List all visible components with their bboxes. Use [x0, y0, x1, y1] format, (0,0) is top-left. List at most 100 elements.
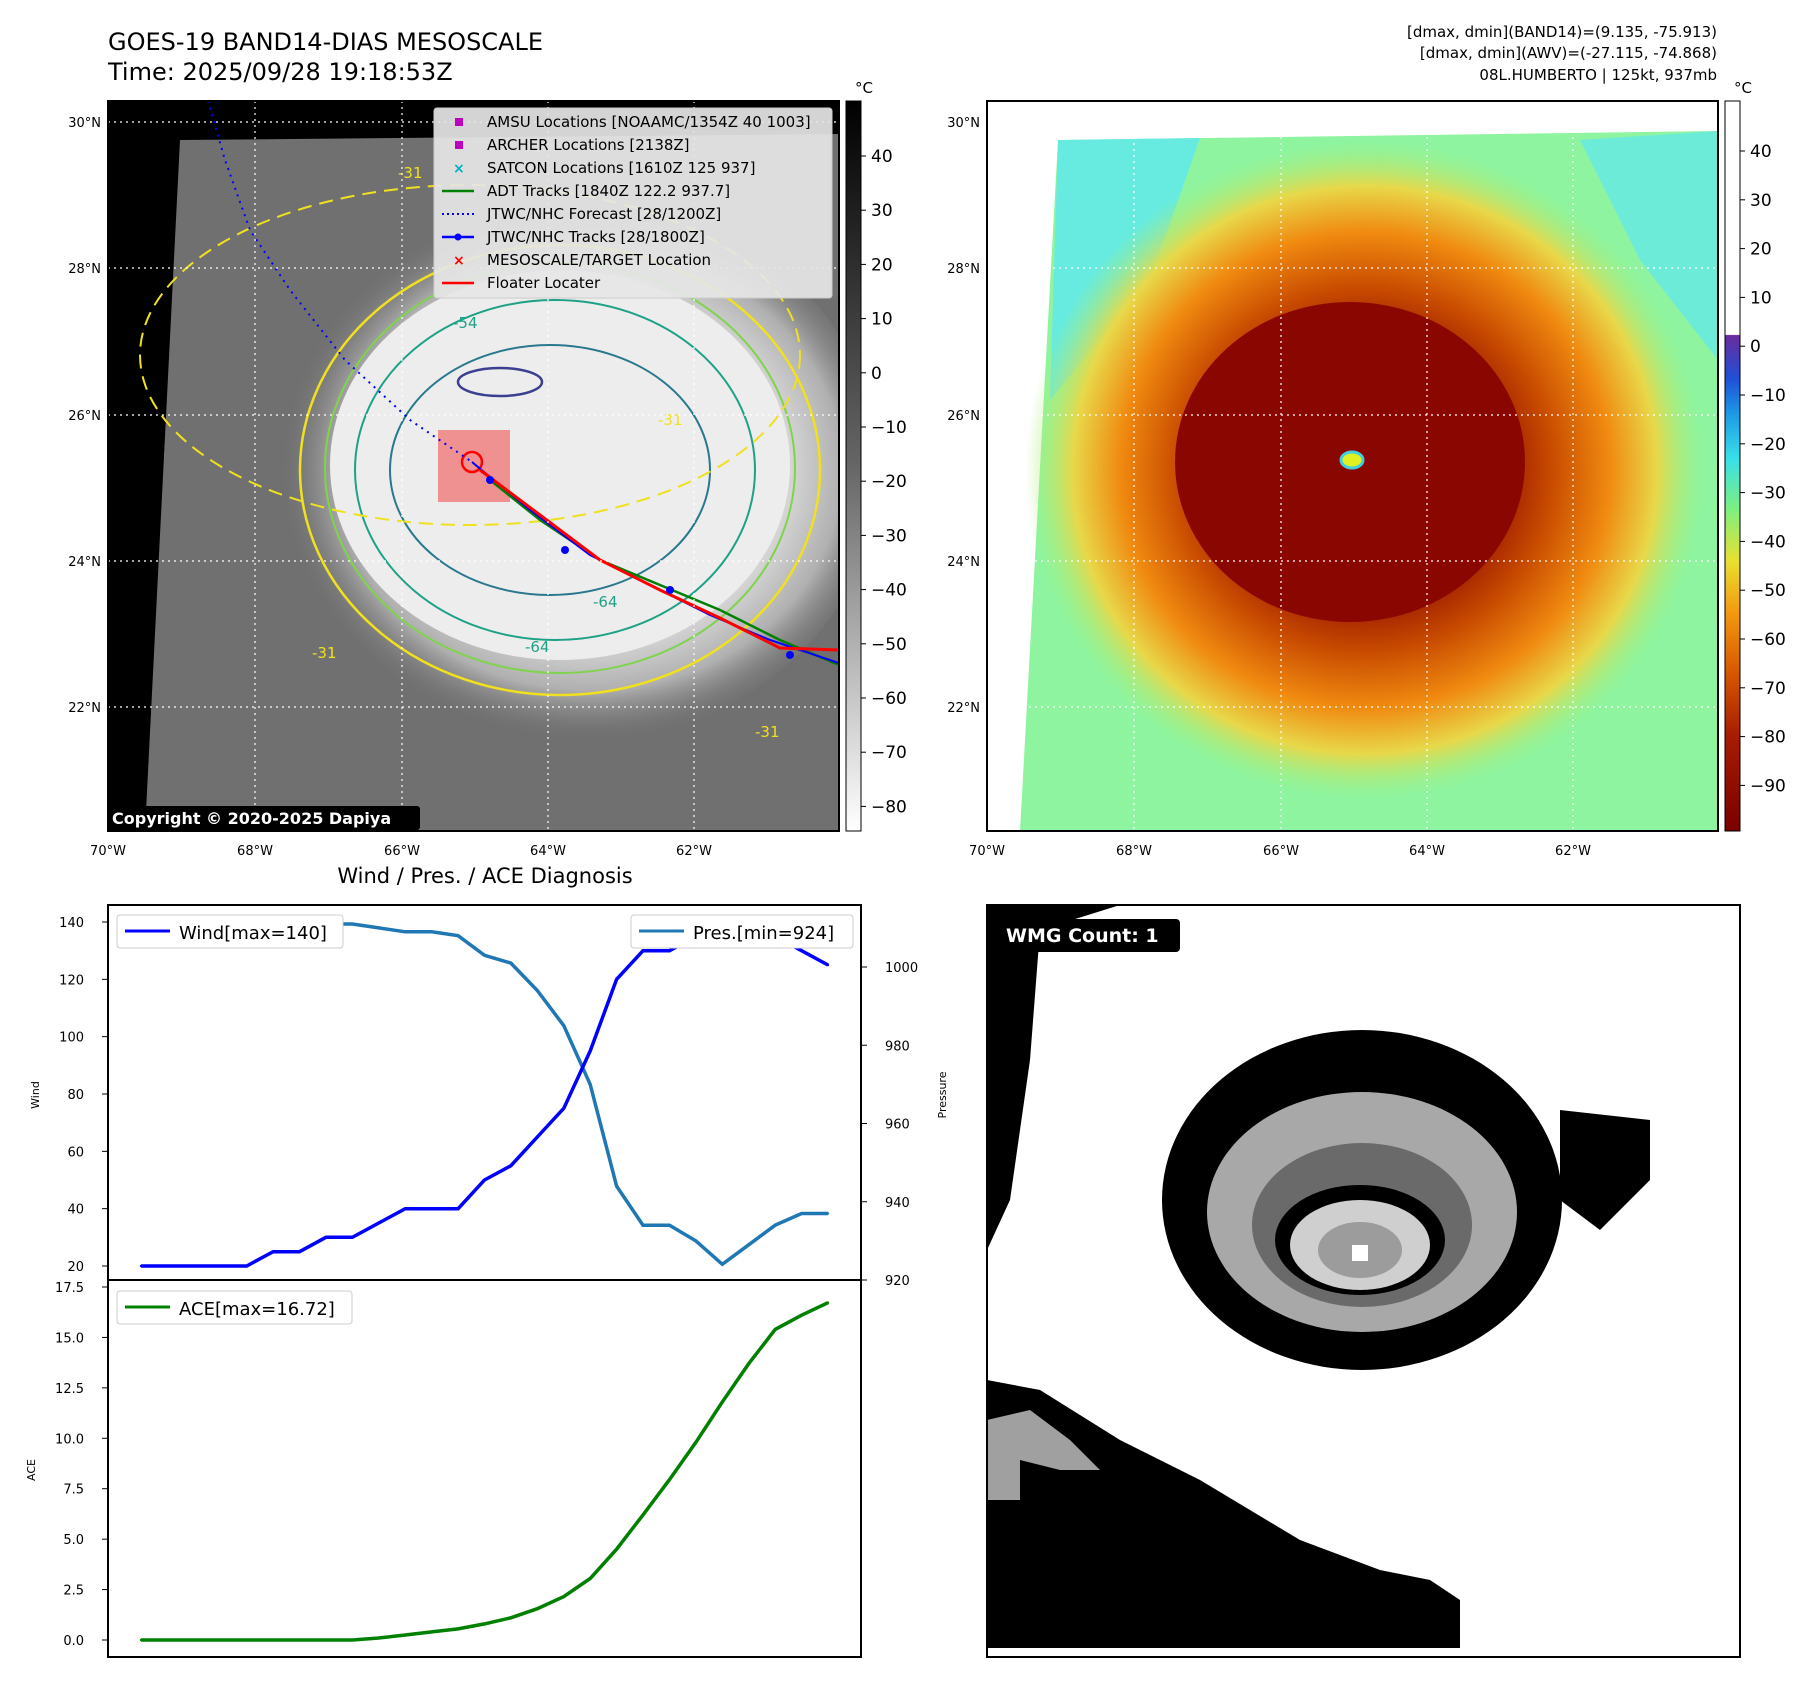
nhc-track-point — [666, 586, 674, 594]
wmg-band-south-gray — [987, 1410, 1100, 1500]
colorbar-tick-label: 0 — [1750, 337, 1761, 357]
ace-tick-label: 17.5 — [55, 1281, 84, 1296]
colorbar-tick-label: −10 — [871, 418, 907, 438]
longitude-label: 68°W — [1116, 844, 1152, 859]
wind-line-point — [377, 1221, 381, 1225]
pressure-tick-label: 920 — [885, 1274, 910, 1289]
ir-panel: -54 -31 -31 -64 -64 -31 -31 AMSU Locatio… — [107, 100, 840, 832]
wind-line-point — [641, 949, 645, 952]
colorbar-tick-label: −30 — [1750, 484, 1786, 504]
legend-label: ARCHER Locations [2138Z] — [487, 136, 690, 154]
colorbar-tick-label: −10 — [1750, 386, 1786, 406]
diag-panel: 140 120 100 80 60 40 20 1000 980 960 940 920 17.5 15.… — [25, 904, 949, 1658]
wind-line-point — [456, 1207, 460, 1210]
legend-entry: × MESOSCALE/TARGET Location — [453, 251, 711, 269]
ace-line-point — [219, 1638, 222, 1642]
pressure-tick-label: 940 — [885, 1196, 910, 1211]
ace-line-point — [404, 1633, 407, 1637]
wind-line-point — [298, 1250, 301, 1253]
copyright-badge — [107, 806, 420, 830]
nhc-track-point — [786, 651, 794, 659]
ace-tick-label: 5.0 — [63, 1533, 84, 1548]
pressure-line-point — [721, 1263, 724, 1266]
figure-time: Time: 2025/09/28 19:18:53Z — [107, 58, 453, 86]
map-axis-labels: 30°N 28°N 26°N 24°N 22°N 70°W 68°W 66°W 64°W 62°W… — [68, 116, 1591, 859]
contour-label: -31 — [398, 164, 423, 182]
wind-tick-label: 40 — [67, 1203, 84, 1218]
longitude-label: 62°W — [1555, 844, 1591, 859]
colorbar-tick-label: −50 — [1750, 581, 1786, 601]
legend-label: ADT Tracks [1840Z 122.2 937.7] — [487, 182, 730, 200]
pressure-tick-label: 960 — [885, 1118, 910, 1133]
ir-colorbar: °C 40 30 20 10 0 −10 −20 −30 −40 −50 −60 −70 −80 — [845, 79, 907, 832]
legend-entry: JTWC/NHC Tracks [28/1800Z] — [442, 228, 705, 246]
wind-legend: Wind[max=140] — [116, 914, 344, 949]
ace-line-point — [324, 1638, 328, 1642]
nhc-track-point — [486, 476, 494, 484]
latitude-label: 30°N — [947, 116, 980, 131]
pressure-line-point — [562, 1024, 565, 1027]
wmg-ring-ext — [1560, 1110, 1650, 1230]
ace-line-point — [298, 1638, 301, 1642]
contour-label: -64 — [525, 638, 550, 656]
wind-legend-label: Wind[max=140] — [179, 923, 327, 944]
awv-colorbar: °C 40 30 20 10 0 −10 −20 −30 −40 −50 −60 −70 −80 −90 — [1724, 79, 1786, 832]
ace-line-point — [773, 1328, 777, 1331]
wmg-badge — [997, 919, 1180, 952]
awv-range: [dmax, dmin](AWV)=(-27.115, -74.868) — [1420, 44, 1717, 62]
longitude-label: 70°W — [969, 844, 1005, 859]
ace-line-point — [351, 1638, 354, 1642]
ace-line-point — [192, 1638, 196, 1642]
legend-marker-dot-icon — [454, 233, 462, 241]
ace-line-point — [245, 1638, 248, 1642]
forecast-track — [207, 101, 473, 463]
colorbar-tick-label: −90 — [1750, 776, 1786, 796]
ace-line-point — [668, 1478, 671, 1481]
latitude-label: 22°N — [68, 701, 101, 716]
legend-entry: × SATCON Locations [1610Z 125 937] — [453, 159, 755, 177]
colorbar-tick-label: −60 — [1750, 630, 1786, 650]
wmg-frame — [986, 904, 1741, 1658]
copyright-text: Copyright © 2020-2025 Dapiya — [112, 809, 391, 828]
ace-line-point — [615, 1548, 618, 1551]
target-box — [438, 430, 510, 502]
pressure-legend: Pres.[min=924] — [630, 914, 854, 949]
pressure-ylabel: Pressure — [936, 1071, 949, 1118]
wmg-band-west — [987, 905, 1120, 1250]
contour-minus64 — [354, 299, 756, 641]
latitude-label: 24°N — [947, 555, 980, 570]
wind-line-point — [562, 1107, 565, 1110]
awv-frame — [986, 100, 1719, 832]
legend-marker-square-icon — [455, 141, 463, 149]
ace-line-point — [456, 1627, 460, 1631]
ace-line-point — [694, 1441, 698, 1444]
awv-colorbar-unit: °C — [1734, 79, 1752, 97]
wind-tick-label: 140 — [59, 916, 84, 931]
ace-legend: ACE[max=16.72] — [116, 1290, 353, 1325]
colorbar-tick-label: −70 — [871, 743, 907, 763]
wind-line-point — [588, 1049, 592, 1053]
contour-label: -31 — [755, 723, 780, 741]
ace-line-point — [588, 1577, 592, 1580]
ir-frame — [107, 100, 840, 832]
wind-line-point — [800, 949, 803, 952]
pressure-line-point — [641, 1224, 645, 1227]
band14-range: [dmax, dmin](BAND14)=(9.135, -75.913) — [1407, 23, 1717, 41]
colorbar-tick-label: 0 — [871, 364, 882, 384]
legend-entry: ADT Tracks [1840Z 122.2 937.7] — [442, 182, 730, 200]
ace-line-point — [721, 1400, 724, 1404]
ace-tick-label: 2.5 — [63, 1584, 84, 1599]
legend-label: MESOSCALE/TARGET Location — [487, 251, 711, 269]
wind-line-point — [219, 1264, 222, 1268]
ace-legend-label: ACE[max=16.72] — [179, 1299, 335, 1320]
pressure-line-point — [377, 926, 381, 930]
ace-ylabel: ACE — [25, 1459, 38, 1481]
colorbar-tick-label: −30 — [871, 526, 907, 546]
ace-tick-label: 10.0 — [55, 1432, 84, 1447]
wind-line-point — [536, 1135, 539, 1139]
legend-entry: JTWC/NHC Forecast [28/1200Z] — [442, 205, 721, 223]
pressure-line-point — [747, 1243, 750, 1246]
ace-line-point — [536, 1607, 539, 1610]
ace-axes — [107, 1279, 862, 1658]
